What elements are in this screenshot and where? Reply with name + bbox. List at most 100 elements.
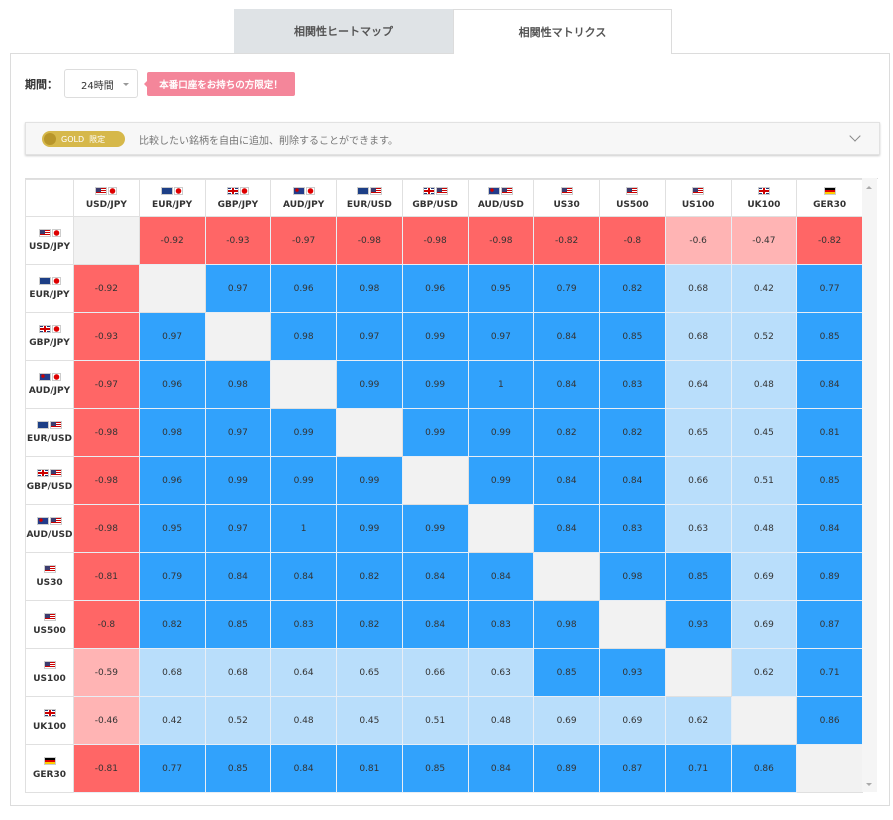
- correlation-cell: 0.99: [336, 456, 403, 505]
- column-header: EUR/JPY: [138, 179, 206, 217]
- flags: [535, 186, 599, 196]
- column-label: GBP/JPY: [217, 199, 259, 210]
- gold-badge: GOLD 限定: [42, 131, 125, 147]
- flag-icon: [422, 186, 435, 195]
- flags: [27, 661, 73, 670]
- flags: [27, 229, 73, 238]
- flags: [666, 186, 730, 196]
- correlation-cell: 0.82: [336, 600, 403, 649]
- correlation-cell: 0.84: [270, 552, 337, 601]
- period-label: 期間：: [25, 78, 58, 91]
- flag-icon: [692, 186, 705, 195]
- correlation-cell: 0.87: [599, 744, 666, 793]
- column-label: EUR/USD: [346, 199, 392, 210]
- column-header: EUR/USD: [336, 179, 403, 217]
- flags: [27, 757, 73, 766]
- correlation-cell: 0.68: [664, 264, 732, 313]
- row-header: USD/JPY: [25, 216, 74, 265]
- correlation-cell: 0.84: [467, 744, 535, 793]
- flag-icon: [38, 325, 51, 333]
- correlation-cell: 0.98: [599, 552, 666, 601]
- row-label: AUD/JPY: [28, 386, 71, 396]
- flags: [600, 186, 664, 196]
- flag-icon: [369, 186, 382, 195]
- correlation-cell: 0.84: [533, 312, 600, 361]
- flag-icon: [292, 186, 305, 195]
- column-header: USD/JPY: [73, 179, 140, 217]
- flag-icon: [161, 186, 174, 195]
- correlation-cell: 0.85: [599, 312, 666, 361]
- tab-active[interactable]: 相関性マトリクス: [453, 9, 672, 54]
- matrix-row: UK100 -0.46 0.42 0.52 0.48 0.45 0.51 0.48 0.69 0.…: [25, 696, 863, 745]
- correlation-cell: 0.82: [599, 408, 666, 457]
- flag-icon: [626, 186, 639, 195]
- column-label: GER30: [813, 199, 847, 210]
- flag-icon: [356, 186, 369, 195]
- correlation-cell: 0.85: [664, 552, 732, 601]
- matrix-row: US30 -0.81 0.79 0.84 0.84 0.82 0.84 0.84 0.98 0.8…: [25, 552, 863, 601]
- tab[interactable]: 相関性ヒートマップ: [234, 9, 453, 53]
- flag-icon: [51, 373, 61, 381]
- correlation-cell: 0.97: [204, 504, 272, 553]
- correlation-cell: -0.46: [73, 696, 140, 745]
- flags: [140, 186, 204, 196]
- correlation-cell: 0.52: [730, 312, 798, 361]
- correlation-cell: 0.85: [204, 600, 272, 649]
- correlation-cell: 0.66: [664, 456, 732, 505]
- correlation-cell: 0.71: [664, 744, 732, 793]
- matrix-row: AUD/USD -0.98 0.95 0.97 1 0.99 0.99 0.84 0.83 0.6…: [25, 504, 863, 553]
- correlation-cell: 0.84: [533, 504, 600, 553]
- correlation-cell: 0.98: [270, 312, 337, 361]
- correlation-cell: 0.84: [270, 744, 337, 793]
- correlation-cell: 0.96: [401, 264, 469, 313]
- correlation-cell: 0.86: [730, 744, 798, 793]
- flag-icon: [43, 613, 56, 621]
- row-header: US30: [25, 552, 74, 601]
- correlation-cell: 0.96: [270, 264, 337, 313]
- correlation-cell: 0.68: [664, 312, 732, 361]
- correlation-cell: -0.81: [73, 744, 140, 793]
- correlation-cell: -0.98: [401, 216, 469, 265]
- correlation-cell: 0.69: [730, 552, 798, 601]
- scrollbar[interactable]: [862, 178, 877, 792]
- correlation-cell: 0.95: [467, 264, 535, 313]
- column-header: US500: [599, 179, 666, 217]
- flag-icon: [38, 229, 51, 237]
- correlation-cell: -0.98: [73, 504, 140, 553]
- flag-icon: [50, 421, 62, 429]
- flag-icon: [50, 469, 62, 477]
- flag-icon: [51, 277, 61, 285]
- period-select[interactable]: 24時間: [64, 69, 138, 98]
- matrix-row: GER30 -0.81 0.77 0.85 0.84 0.81 0.85 0.84 0.89 0.…: [25, 744, 863, 793]
- panel: [10, 53, 890, 806]
- flags: [798, 186, 862, 196]
- correlation-cell: 0.85: [796, 312, 863, 361]
- correlation-cell: 0.97: [467, 312, 535, 361]
- correlation-cell: [204, 312, 272, 361]
- correlation-cell: 0.45: [730, 408, 798, 457]
- correlation-cell: 0.99: [336, 360, 403, 409]
- correlation-cell: 0.99: [401, 504, 469, 553]
- correlation-cell: 0.97: [138, 312, 206, 361]
- flag-icon: [37, 517, 49, 525]
- matrix-row: GBP/USD -0.98 0.96 0.99 0.99 0.99 0.99 0.84 0.84…: [25, 456, 863, 505]
- expand-icon[interactable]: [849, 130, 861, 142]
- correlation-cell: 0.87: [796, 600, 863, 649]
- flag-icon: [43, 709, 56, 717]
- row-header: EUR/USD: [25, 408, 74, 457]
- notice-bar[interactable]: GOLD 限定 比較したい銘柄を自由に追加、削除することができます。: [25, 122, 880, 155]
- column-header: US100: [664, 179, 732, 217]
- correlation-cell: -0.92: [73, 264, 140, 313]
- column-label: UK100: [747, 199, 781, 210]
- row-header: GBP/USD: [25, 456, 74, 505]
- column-header: AUD/JPY: [270, 179, 337, 217]
- correlation-cell: 0.84: [533, 360, 600, 409]
- correlation-cell: 0.69: [599, 696, 666, 745]
- correlation-cell: 1: [467, 360, 535, 409]
- correlation-cell: 0.99: [270, 408, 337, 457]
- correlation-cell: 0.69: [533, 696, 600, 745]
- badge: 本番口座をお持ちの方限定！: [144, 72, 295, 96]
- row-label: US500: [33, 626, 66, 636]
- gold-text: GOLD: [61, 134, 85, 144]
- correlation-cell: [401, 456, 469, 505]
